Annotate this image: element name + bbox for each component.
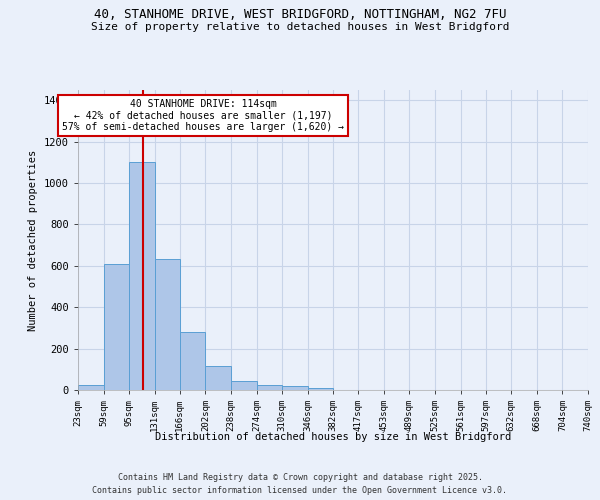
Y-axis label: Number of detached properties: Number of detached properties — [28, 150, 38, 330]
Bar — [308, 388, 334, 390]
Text: Contains HM Land Registry data © Crown copyright and database right 2025.: Contains HM Land Registry data © Crown c… — [118, 472, 482, 482]
Bar — [180, 332, 205, 390]
Text: Contains public sector information licensed under the Open Government Licence v3: Contains public sector information licen… — [92, 486, 508, 495]
Bar — [78, 385, 104, 390]
Bar — [257, 385, 282, 390]
Bar — [104, 264, 129, 390]
Text: 40, STANHOME DRIVE, WEST BRIDGFORD, NOTTINGHAM, NG2 7FU: 40, STANHOME DRIVE, WEST BRIDGFORD, NOTT… — [94, 8, 506, 20]
Text: Distribution of detached houses by size in West Bridgford: Distribution of detached houses by size … — [155, 432, 511, 442]
Text: 40 STANHOME DRIVE: 114sqm
← 42% of detached houses are smaller (1,197)
57% of se: 40 STANHOME DRIVE: 114sqm ← 42% of detac… — [62, 99, 344, 132]
Bar — [231, 380, 257, 390]
Text: Size of property relative to detached houses in West Bridgford: Size of property relative to detached ho… — [91, 22, 509, 32]
Bar — [155, 258, 180, 390]
Bar — [282, 386, 308, 390]
Bar — [205, 366, 231, 390]
Bar — [129, 162, 155, 390]
